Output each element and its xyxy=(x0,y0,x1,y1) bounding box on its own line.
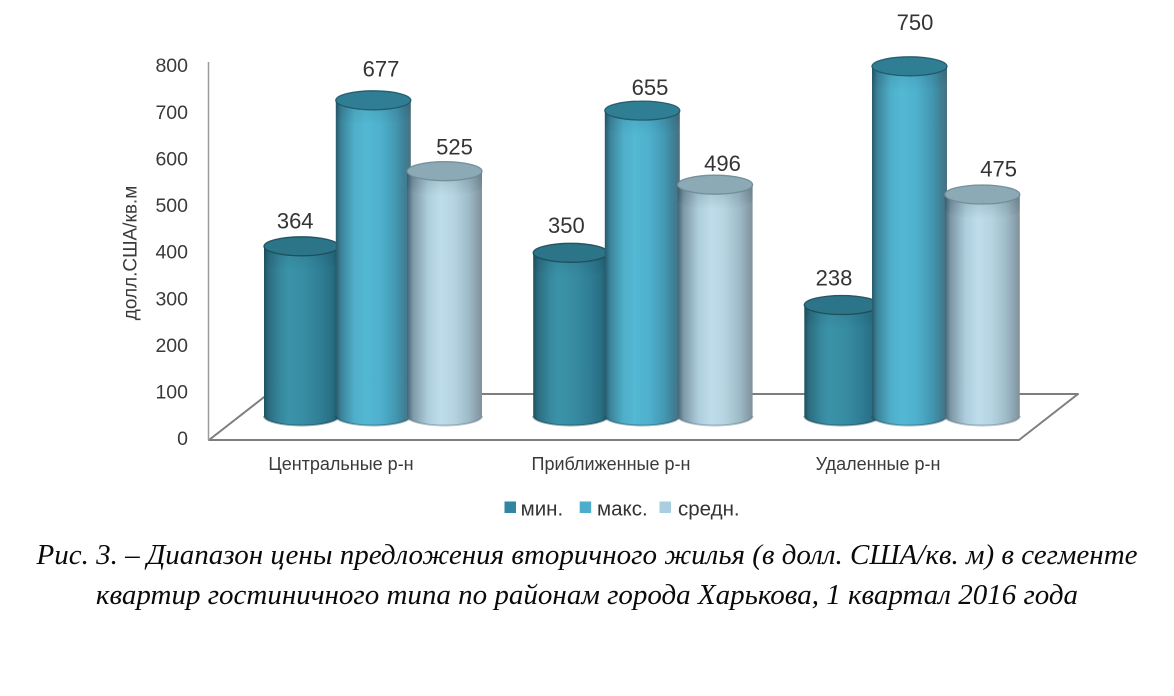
svg-text:макс.: макс. xyxy=(597,498,648,521)
svg-text:Удаленные р-н: Удаленные р-н xyxy=(816,454,941,474)
svg-text:Приближенные р-н: Приближенные р-н xyxy=(532,454,691,474)
svg-text:475: 475 xyxy=(980,157,1017,182)
svg-text:долл.США/кв.м: долл.США/кв.м xyxy=(121,186,142,321)
svg-text:800: 800 xyxy=(155,55,188,77)
svg-text:525: 525 xyxy=(436,135,473,160)
svg-text:750: 750 xyxy=(897,10,934,35)
svg-text:600: 600 xyxy=(155,149,188,171)
svg-text:350: 350 xyxy=(548,213,585,238)
svg-text:0: 0 xyxy=(177,428,188,450)
svg-text:238: 238 xyxy=(816,266,853,291)
svg-text:100: 100 xyxy=(155,382,188,404)
svg-text:мин.: мин. xyxy=(521,498,564,521)
svg-text:Центральные р-н: Центральные р-н xyxy=(268,454,413,474)
svg-text:496: 496 xyxy=(704,151,741,176)
svg-text:400: 400 xyxy=(155,242,188,264)
svg-text:500: 500 xyxy=(155,195,188,217)
svg-text:655: 655 xyxy=(632,75,669,100)
svg-text:677: 677 xyxy=(363,57,400,82)
svg-text:300: 300 xyxy=(155,288,188,310)
svg-text:200: 200 xyxy=(155,335,188,357)
svg-text:364: 364 xyxy=(277,209,314,234)
svg-text:700: 700 xyxy=(155,102,188,124)
svg-text:средн.: средн. xyxy=(678,498,740,521)
